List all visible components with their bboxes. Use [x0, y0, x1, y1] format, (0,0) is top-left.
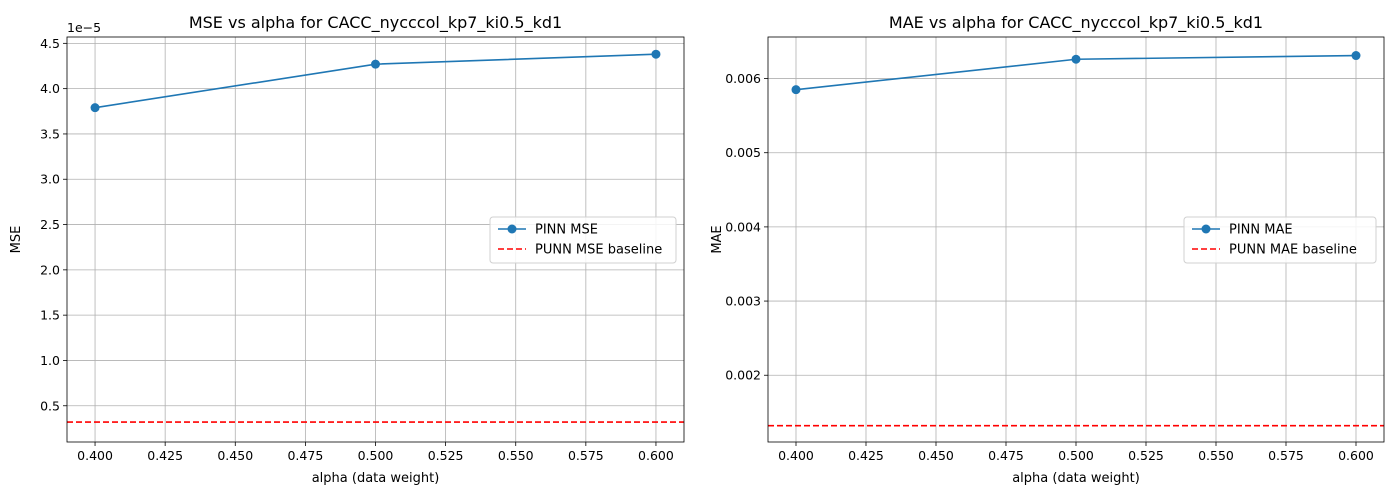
y-tick-label: 0.005	[725, 145, 761, 160]
data-point	[1071, 54, 1081, 64]
legend: PINN MSE PUNN MSE baseline	[489, 216, 677, 264]
x-tick-label: 0.475	[287, 448, 323, 463]
x-tick-label: 0.425	[147, 448, 183, 463]
legend-label-baseline: PUNN MAE baseline	[1229, 243, 1357, 258]
x-tick-label: 0.500	[358, 448, 394, 463]
y-tick-label: 0.002	[725, 368, 761, 383]
y-tick-label: 3.5	[40, 126, 60, 141]
legend-box	[1183, 216, 1377, 264]
x-tick-label: 0.575	[568, 448, 604, 463]
legend: PINN MAE PUNN MAE baseline	[1183, 216, 1377, 264]
x-tick-label: 0.400	[77, 448, 113, 463]
data-point	[371, 59, 380, 69]
x-tick-label: 0.425	[848, 448, 884, 463]
x-tick-label: 0.550	[1198, 448, 1234, 463]
chart-title: MAE vs alpha for CACC_nycccol_kp7_ki0.5_…	[889, 13, 1263, 33]
x-axis-label: alpha (data weight)	[312, 471, 440, 486]
data-point	[1351, 51, 1361, 61]
plot-frame	[767, 36, 1385, 443]
y-tick-label: 0.003	[725, 294, 761, 309]
x-tick-label: 0.450	[217, 448, 253, 463]
y-tick-label: 3.0	[40, 172, 60, 187]
legend-marker-swatch	[1201, 224, 1211, 234]
y-tick-label: 0.004	[725, 219, 761, 234]
chart-title: MSE vs alpha for CACC_nycccol_kp7_ki0.5_…	[189, 13, 562, 33]
y-tick-label: 0.006	[725, 71, 761, 86]
y-offset-label: 1e−5	[67, 20, 101, 35]
x-tick-label: 0.525	[428, 448, 464, 463]
legend-box	[489, 216, 677, 264]
y-tick-label: 1.0	[40, 353, 60, 368]
legend-label-baseline: PUNN MSE baseline	[535, 243, 662, 258]
y-tick-label: 0.5	[40, 398, 60, 413]
data-point	[90, 103, 100, 113]
y-tick-label: 4.5	[40, 36, 60, 51]
x-axis-label: alpha (data weight)	[1012, 471, 1140, 486]
y-axis-label: MAE	[710, 225, 725, 253]
data-point	[651, 49, 661, 59]
chart-panel-2: 0.400 0.425 0.450 0.475 0.500 0.525 0.550 0.575…	[710, 13, 1385, 486]
y-tick-label: 4.0	[40, 81, 60, 96]
legend-marker-swatch	[507, 224, 517, 234]
plot-frame	[66, 36, 685, 443]
x-tick-label: 0.450	[918, 448, 954, 463]
legend-label-series: PINN MSE	[535, 223, 598, 238]
x-tick-label: 0.475	[988, 448, 1024, 463]
y-tick-label: 2.0	[40, 262, 60, 277]
y-axis-label: MSE	[9, 226, 24, 254]
x-tick-label: 0.550	[498, 448, 534, 463]
legend-label-series: PINN MAE	[1229, 223, 1293, 238]
x-tick-label: 0.525	[1128, 448, 1164, 463]
x-tick-label: 0.575	[1268, 448, 1304, 463]
data-point	[791, 85, 801, 95]
x-tick-label: 0.600	[638, 448, 674, 463]
y-tick-label: 1.5	[40, 308, 60, 323]
x-tick-label: 0.600	[1338, 448, 1374, 463]
x-tick-label: 0.400	[778, 448, 814, 463]
chart-panel-1: 0.400 0.425 0.450 0.475 0.500 0.525 0.550 0.575…	[9, 13, 685, 486]
y-tick-label: 2.5	[40, 217, 60, 232]
x-tick-label: 0.500	[1058, 448, 1094, 463]
